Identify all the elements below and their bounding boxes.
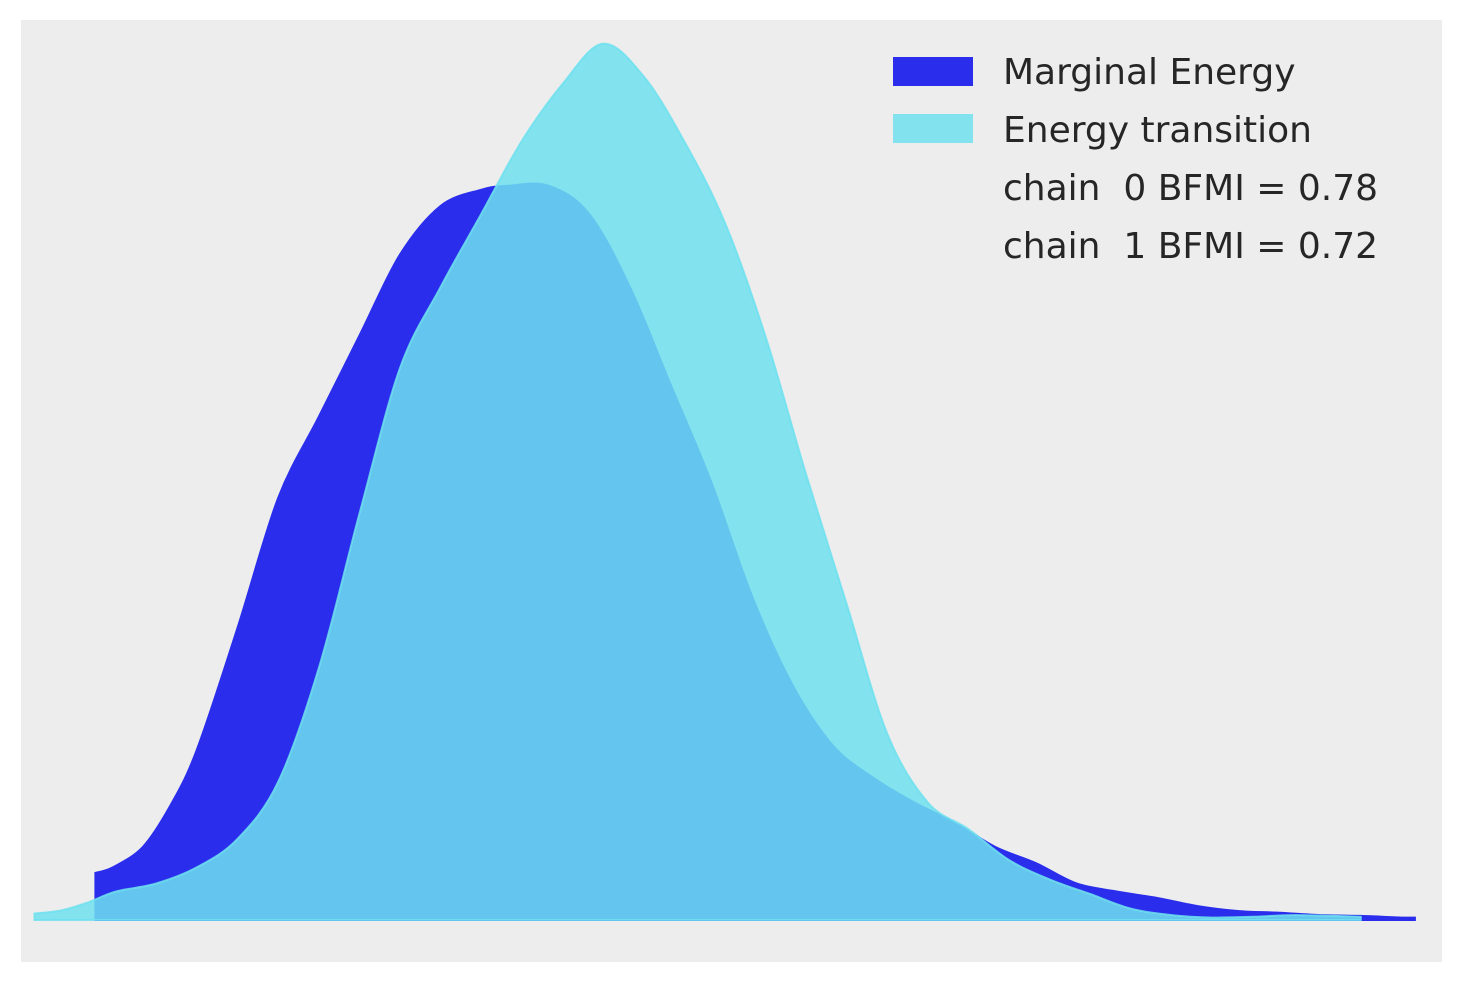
legend: Marginal Energy Energy transition chain … [893,52,1378,267]
series-layer [33,42,1416,921]
legend-swatch-energy-transition [893,114,973,143]
legend-label-energy-transition: Energy transition [1003,110,1312,151]
bfmi-chain-1: chain 1 BFMI = 0.72 [1003,226,1378,267]
legend-label-marginal-energy: Marginal Energy [1003,52,1296,93]
density-area-energy-transition [33,42,1362,921]
bfmi-chain-0: chain 0 BFMI = 0.78 [1003,168,1378,209]
legend-swatch-marginal-energy [893,57,973,86]
